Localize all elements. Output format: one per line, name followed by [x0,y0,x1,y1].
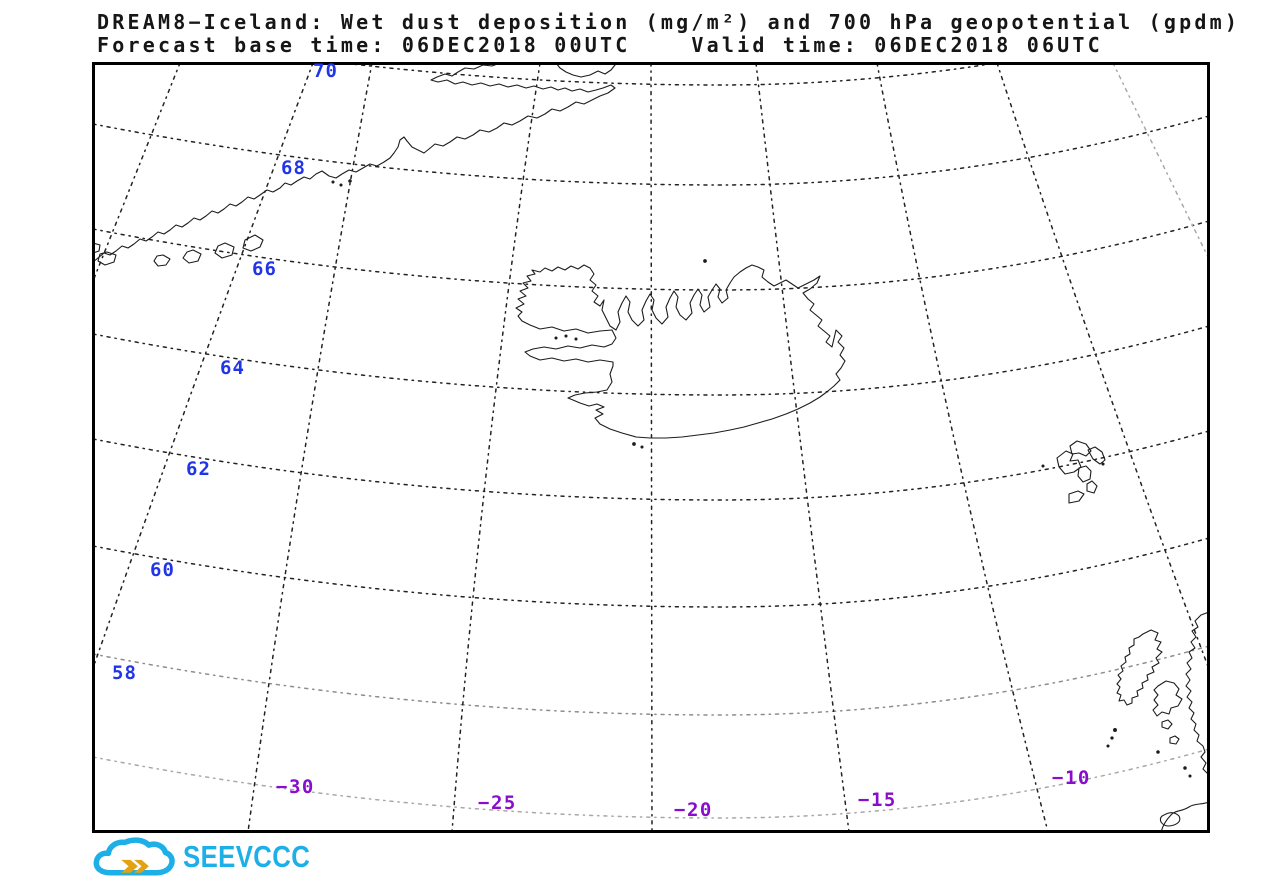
logo-wordmark: SEEVCCC [183,839,311,874]
coast-iceland [515,264,846,439]
lat-label-64: 64 [220,357,245,379]
cloud-arrow-icon [93,837,175,876]
lat-label-66: 66 [252,258,277,280]
lat-arc-60 [93,537,1209,608]
meridian--35 [93,63,314,669]
lat-label-68: 68 [281,157,306,179]
lon-label--15: −15 [858,789,897,811]
lat-label-58: 58 [112,662,137,684]
meridian-0 [1112,63,1209,260]
graticule-grid [93,63,1209,832]
coast-faroe-islands [1041,440,1106,504]
seevccc-logo: SEEVCCC [90,833,410,883]
coast-greenland-north [555,63,616,78]
lon-label--25: −25 [478,792,517,814]
meridian--15 [755,63,850,832]
lat-arc-56 [93,748,1209,819]
lat-arc-64 [93,325,1209,396]
lat-arc-62 [93,430,1209,501]
lon-label--30: −30 [276,776,315,798]
coastlines [93,63,1209,832]
lat-label-70: 70 [313,60,338,82]
coast-scotland-hebrides [1106,611,1209,832]
meridian--5 [996,63,1209,670]
lat-arc-70 [337,63,1001,86]
plot-subtitle-times: Forecast base time: 06DEC2018 00UTC Vali… [97,33,1103,57]
lon-label--10: −10 [1052,767,1091,789]
meridian--40 [93,63,181,282]
plot-title: DREAM8−Iceland: Wet dust deposition (mg/… [97,10,1241,34]
coast-greenland [93,63,616,263]
lat-label-60: 60 [150,559,175,581]
lat-arc-68 [93,115,1209,186]
meridian--20 [650,63,653,832]
meridian--25 [451,63,541,832]
lon-label--20: −20 [674,799,713,821]
meridian--10 [876,63,1049,832]
lat-arc-66 [93,220,1209,291]
map-frame [92,62,1210,833]
lat-label-62: 62 [186,458,211,480]
lat-arc-58 [93,645,1209,716]
